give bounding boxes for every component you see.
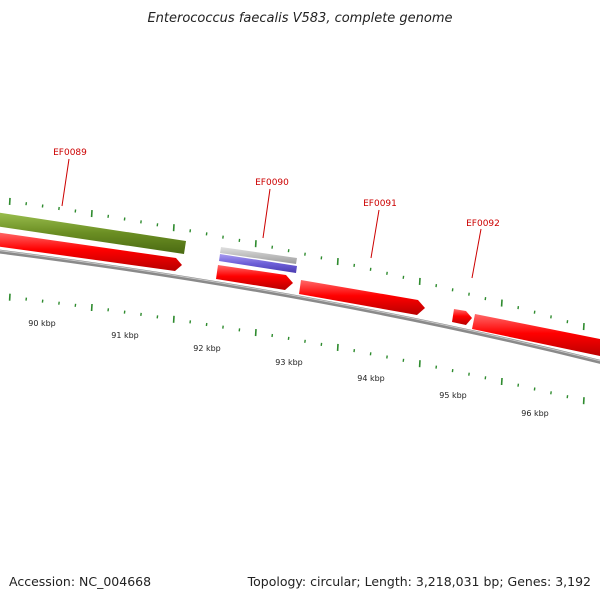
- ef0091-leader-line: [370, 209, 380, 259]
- scale-tick-row: [8, 293, 585, 405]
- gene-arrow-ef0090[interactable]: [216, 265, 293, 290]
- accession-text: Accession: NC_004668: [9, 574, 151, 589]
- gray-feature-track: [220, 247, 297, 264]
- gene-arrow-ef0092[interactable]: [452, 309, 472, 325]
- upper-tick-row: [8, 197, 585, 331]
- gene-arrow[interactable]: [0, 232, 182, 271]
- purple-feature-track: [219, 254, 297, 273]
- scale-label-94kbp: 94 kbp: [357, 374, 385, 383]
- ef0092-leader-line: [471, 228, 482, 279]
- gene-label-ef0092: EF0092: [466, 219, 500, 229]
- gene-label-ef0089: EF0089: [53, 148, 87, 158]
- genome-backbone: [0, 249, 600, 364]
- gene-arrow-ef0091[interactable]: [299, 280, 425, 315]
- scale-label-96kbp: 96 kbp: [521, 409, 549, 418]
- green-feature-track: [0, 212, 186, 254]
- scale-label-91kbp: 91 kbp: [111, 331, 139, 340]
- gene-label-ef0091: EF0091: [363, 199, 397, 209]
- scale-label-92kbp: 92 kbp: [193, 344, 221, 353]
- ef0090-leader-line: [262, 188, 271, 239]
- genome-summary-text: Topology: circular; Length: 3,218,031 bp…: [247, 574, 591, 589]
- scale-label-95kbp: 95 kbp: [439, 391, 467, 400]
- gene-arrow-large[interactable]: [472, 314, 600, 357]
- gene-label-ef0090: EF0090: [255, 178, 289, 188]
- scale-label-93kbp: 93 kbp: [275, 358, 303, 367]
- scale-label-90kbp: 90 kbp: [28, 319, 56, 328]
- map-title: Enterococcus faecalis V583, complete gen…: [147, 11, 452, 26]
- ef0089-leader-line: [61, 158, 70, 207]
